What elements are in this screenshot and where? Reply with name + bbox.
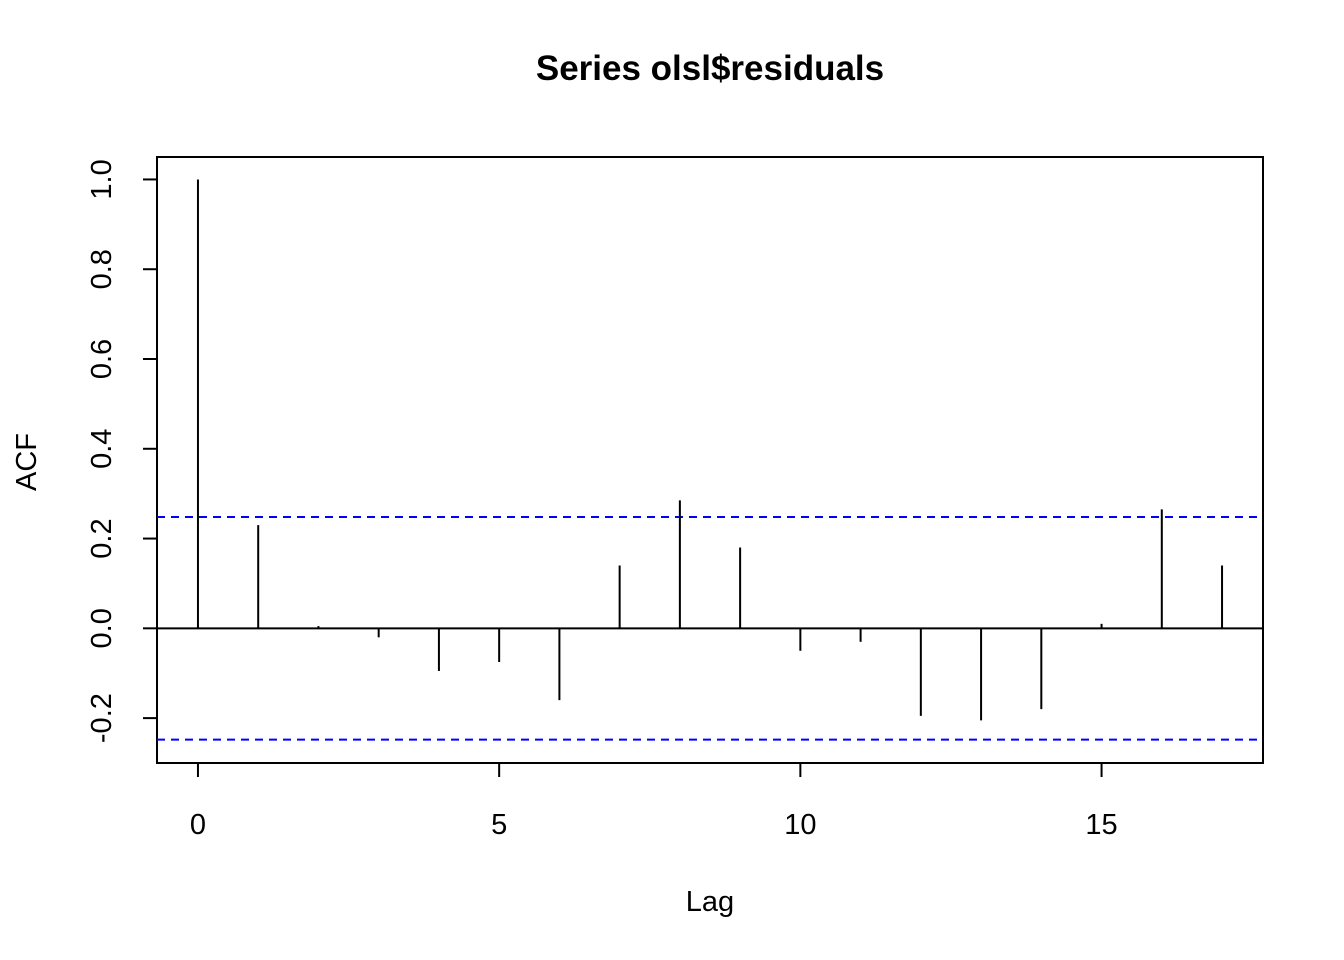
y-axis: -0.2 0.0 0.2 0.4 0.6 0.8 1.0 [86, 159, 158, 743]
y-tick-label: 0.4 [86, 429, 118, 469]
acf-bars [196, 179, 1224, 721]
y-tick-label: 0.2 [86, 518, 118, 558]
y-axis-label: ACF [11, 433, 43, 491]
x-tick-label: 10 [784, 809, 816, 841]
y-tick-label: 0.0 [86, 608, 118, 648]
confidence-bounds [157, 516, 1263, 741]
x-tick-label: 15 [1085, 809, 1117, 841]
chart-title: Series olsl$residuals [536, 49, 884, 88]
x-axis: 0 5 10 15 [190, 762, 1118, 841]
y-tick-label: 0.6 [86, 339, 118, 379]
x-tick-label: 5 [491, 809, 507, 841]
y-tick-label: -0.2 [86, 693, 118, 743]
plot-frame [156, 156, 1264, 764]
x-tick-label: 0 [190, 809, 206, 841]
y-tick-label: 1.0 [86, 159, 118, 199]
x-axis-label: Lag [686, 886, 734, 918]
y-tick-label: 0.8 [86, 249, 118, 289]
